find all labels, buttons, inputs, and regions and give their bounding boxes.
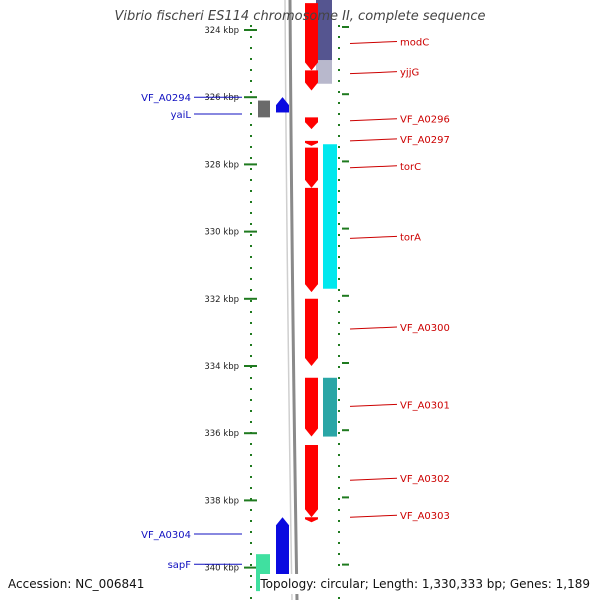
gene-label-leader [349, 138, 398, 142]
gene-label-leader [349, 514, 398, 518]
topology-text: Topology: circular; Length: 1,330,333 bp… [260, 574, 590, 594]
gene-tora[interactable] [305, 187, 318, 293]
gene-label-leader [349, 326, 398, 330]
axis-tick-label: 328 kbp [204, 160, 239, 170]
accession-text: Accession: NC_006841 [8, 574, 145, 594]
yail-annotation-block [258, 100, 270, 118]
axis-tick-label: 332 kbp [204, 295, 239, 305]
gene-label-yjjg[interactable]: yjjG [400, 68, 419, 79]
gene-label-vf-a0300[interactable]: VF_A0300 [400, 323, 450, 334]
gene-label-leader [349, 165, 398, 169]
gene-label-vf-a0302[interactable]: VF_A0302 [400, 474, 450, 485]
gene-yjjg[interactable] [305, 70, 318, 91]
vf-a0301-annotation-block [323, 377, 337, 437]
axis-tick-label: 340 kbp [204, 564, 239, 574]
modc-annotation-block [316, 0, 332, 61]
chromosome-backbone-shadow [284, 0, 293, 600]
gene-label-vf-a0296[interactable]: VF_A0296 [400, 115, 450, 126]
gene-label-leader [349, 477, 398, 481]
gene-vf-a0301[interactable] [305, 377, 318, 437]
gene-label-yail[interactable]: yaiL [171, 110, 192, 121]
gene-label-leader [349, 118, 398, 122]
gene-label-tora[interactable]: torA [400, 232, 421, 243]
gene-label-vf-a0301[interactable]: VF_A0301 [400, 400, 450, 411]
gene-label-vf-a0297[interactable]: VF_A0297 [400, 135, 450, 146]
gene-label-vf-a0304[interactable]: VF_A0304 [141, 530, 191, 541]
tora-annotation-block [323, 144, 337, 289]
gene-vf-a0303[interactable] [305, 517, 318, 523]
gene-label-torc[interactable]: torC [400, 162, 421, 173]
map-title: Vibrio fischeri ES114 chromosome II, com… [114, 9, 486, 24]
yjjg-annotation-block [316, 60, 332, 84]
axis-tick-label: 330 kbp [204, 228, 239, 238]
gene-modc[interactable] [305, 3, 318, 71]
gene-label-leader [349, 40, 398, 44]
gene-label-leader [349, 403, 398, 407]
gene-label-leader [349, 71, 398, 75]
gene-torc[interactable] [305, 147, 318, 188]
gene-vf-a0302[interactable] [305, 444, 318, 518]
axis-tick-label: 338 kbp [204, 496, 239, 506]
gene-yail[interactable] [276, 97, 289, 113]
axis-tick-label: 336 kbp [204, 429, 239, 439]
gene-label-sapf[interactable]: sapF [168, 560, 192, 571]
axis-tick-label: 324 kbp [204, 26, 239, 36]
axis-tick-label: 334 kbp [204, 362, 239, 372]
gene-label-vf-a0294[interactable]: VF_A0294 [141, 93, 191, 104]
chromosome-backbone [288, 0, 299, 600]
gene-vf-a0300[interactable] [305, 298, 318, 366]
axis-tick-label: 326 kbp [204, 93, 239, 103]
gene-label-vf-a0303[interactable]: VF_A0303 [400, 511, 450, 522]
gene-vf-a0297[interactable] [305, 140, 318, 146]
gene-label-leader [349, 235, 398, 239]
gene-vf-a0296[interactable] [305, 117, 318, 130]
gene-label-modc[interactable]: modC [400, 37, 429, 48]
